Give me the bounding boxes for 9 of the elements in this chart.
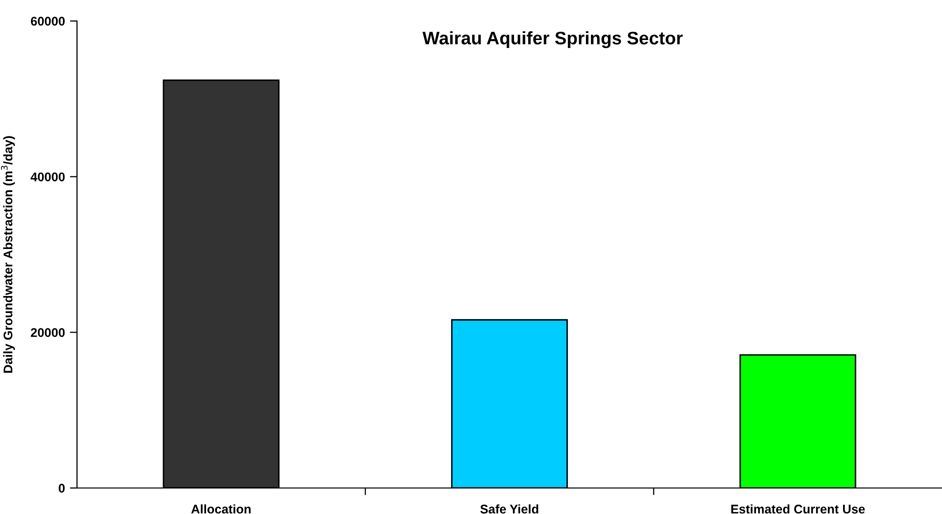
x-tick-label: Allocation [191, 504, 251, 514]
y-tick-label: 40000 [30, 172, 65, 182]
y-axis-title: Daily Groundwater Abstraction (m$^{3}$/day) [1, 136, 15, 373]
y-tick-label: 0 [58, 484, 65, 493]
text: Wairau Aquifer Springs Sector [422, 31, 683, 48]
x-tick-label: Safe Yield [480, 504, 538, 514]
y-tick-label: 20000 [30, 328, 65, 337]
x-tick-label: Estimated Current Use [731, 504, 865, 514]
y-tick-label: 60000 [30, 16, 65, 26]
